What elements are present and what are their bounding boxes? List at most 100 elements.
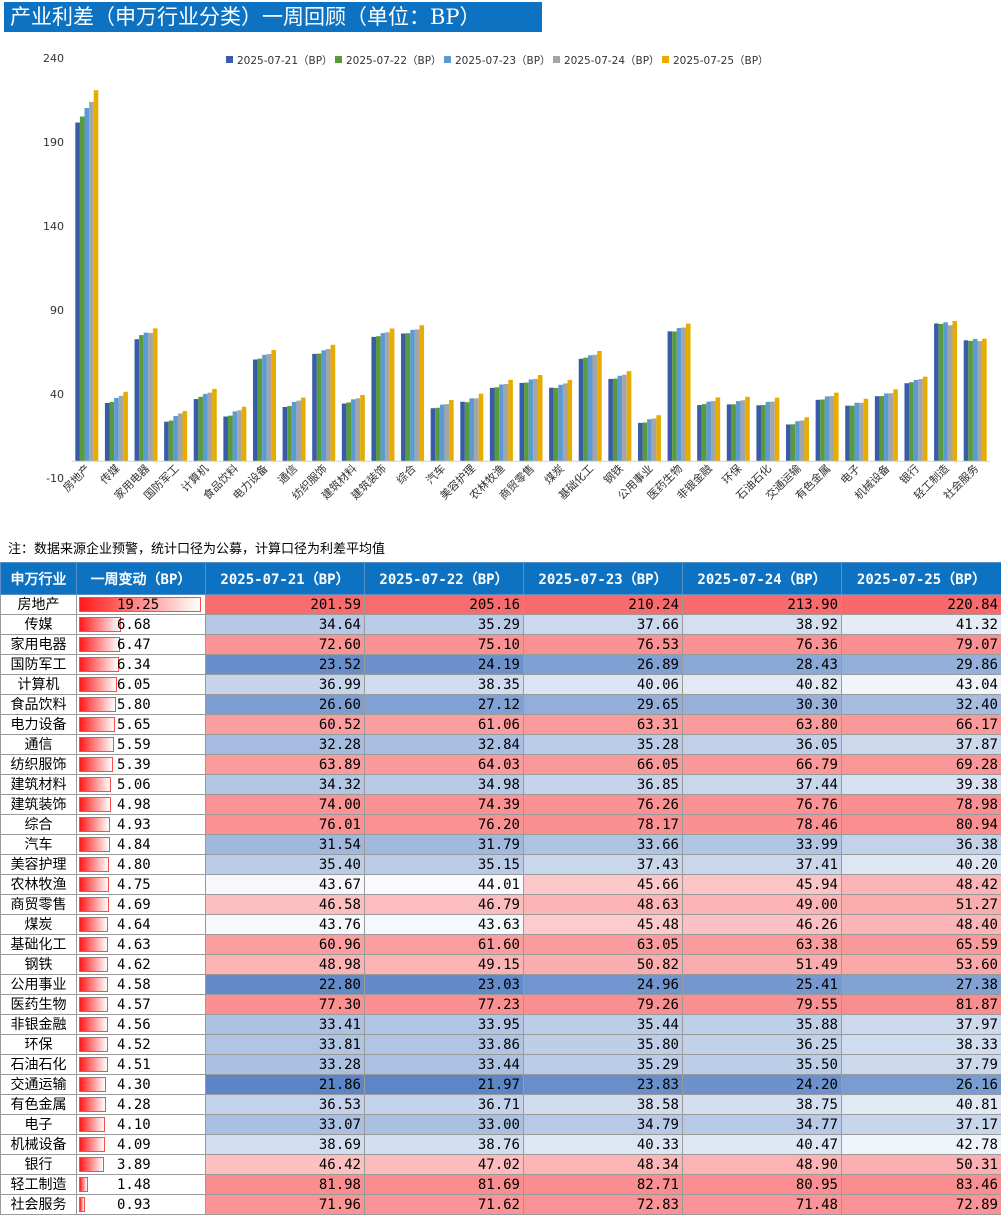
spread-value-cell: 38.76 [365, 1135, 524, 1155]
spread-value-cell: 63.38 [683, 935, 842, 955]
spread-value-cell: 24.96 [524, 975, 683, 995]
bar-4 [800, 421, 805, 462]
change-cell: 4.93 [77, 815, 206, 835]
bar-1 [223, 417, 228, 462]
industry-cell: 银行 [1, 1155, 77, 1175]
bar-5 [183, 411, 188, 461]
x-tick-label: 钢铁 [601, 462, 626, 487]
bar-2 [494, 387, 499, 461]
spread-value-cell: 30.30 [683, 695, 842, 715]
header-date-1: 2025-07-21（BP） [206, 563, 365, 595]
change-value: 6.34 [77, 657, 151, 673]
change-cell: 4.80 [77, 855, 206, 875]
spread-value-cell: 33.99 [683, 835, 842, 855]
change-value: 4.10 [77, 1117, 151, 1133]
spread-value-cell: 60.96 [206, 935, 365, 955]
industry-cell: 汽车 [1, 835, 77, 855]
industry-cell: 建筑装饰 [1, 795, 77, 815]
spread-value-cell: 45.48 [524, 915, 683, 935]
industry-cell: 纺织服饰 [1, 755, 77, 775]
bar-2 [139, 335, 144, 461]
spread-value-cell: 34.98 [365, 775, 524, 795]
bar-4 [119, 396, 124, 461]
change-value: 3.89 [77, 1157, 151, 1173]
bar-1 [75, 123, 80, 462]
bar-4 [296, 401, 301, 462]
y-tick-label: 40 [50, 388, 64, 401]
change-value: 4.62 [77, 957, 151, 973]
spread-value-cell: 51.49 [683, 955, 842, 975]
spread-value-cell: 81.69 [365, 1175, 524, 1195]
bar-4 [622, 375, 627, 462]
bar-3 [854, 403, 859, 461]
bar-1 [312, 354, 317, 461]
bar-4 [770, 402, 775, 462]
change-value: 1.48 [77, 1177, 151, 1193]
change-value: 4.56 [77, 1017, 151, 1033]
spread-value-cell: 78.17 [524, 815, 683, 835]
bar-4 [267, 354, 272, 461]
bar-3 [884, 393, 889, 461]
y-tick-label: 240 [43, 52, 64, 65]
change-value: 6.47 [77, 637, 151, 653]
spread-value-cell: 37.79 [842, 1055, 1001, 1075]
change-cell: 4.10 [77, 1115, 206, 1135]
spread-value-cell: 50.31 [842, 1155, 1001, 1175]
bar-2 [643, 423, 648, 462]
spread-value-cell: 40.33 [524, 1135, 683, 1155]
spread-value-cell: 48.40 [842, 915, 1001, 935]
bar-5 [301, 398, 306, 462]
change-cell: 5.39 [77, 755, 206, 775]
spread-value-cell: 76.76 [683, 795, 842, 815]
source-note: 注：数据来源企业预警，统计口径为公募，计算口径为利差平均值 [8, 538, 385, 557]
spread-value-cell: 71.62 [365, 1195, 524, 1215]
bar-5 [656, 415, 661, 461]
bar-4 [652, 419, 657, 462]
spread-value-cell: 220.84 [842, 595, 1001, 615]
spread-value-cell: 37.17 [842, 1115, 1001, 1135]
bar-5 [508, 380, 513, 461]
bar-1 [934, 323, 939, 461]
bar-4 [208, 393, 213, 462]
x-tick-label: 环保 [719, 461, 744, 486]
spread-value-cell: 22.80 [206, 975, 365, 995]
spread-value-cell: 43.04 [842, 675, 1001, 695]
spread-value-cell: 35.15 [365, 855, 524, 875]
spread-value-cell: 66.79 [683, 755, 842, 775]
legend-label: 2025-07-25（BP） [673, 55, 769, 67]
spread-value-cell: 44.01 [365, 875, 524, 895]
spread-value-cell: 31.79 [365, 835, 524, 855]
bar-5 [775, 398, 780, 461]
change-value: 4.64 [77, 917, 151, 933]
bar-1 [164, 422, 169, 462]
bar-4 [918, 379, 923, 461]
bar-4 [415, 329, 420, 461]
bar-5 [271, 350, 276, 461]
bar-4 [474, 398, 479, 461]
bar-3 [144, 333, 149, 462]
spread-value-cell: 23.83 [524, 1075, 683, 1095]
bar-3 [706, 402, 711, 462]
spread-value-cell: 74.00 [206, 795, 365, 815]
bar-4 [148, 333, 153, 461]
header-date-4: 2025-07-24（BP） [683, 563, 842, 595]
change-value: 4.09 [77, 1137, 151, 1153]
bar-2 [761, 405, 766, 461]
bar-2 [346, 402, 351, 461]
bar-1 [520, 383, 525, 461]
legend-label: 2025-07-24（BP） [564, 55, 660, 67]
change-value: 5.80 [77, 697, 151, 713]
bar-1 [904, 383, 909, 461]
bar-1 [638, 423, 643, 461]
change-cell: 4.51 [77, 1055, 206, 1075]
